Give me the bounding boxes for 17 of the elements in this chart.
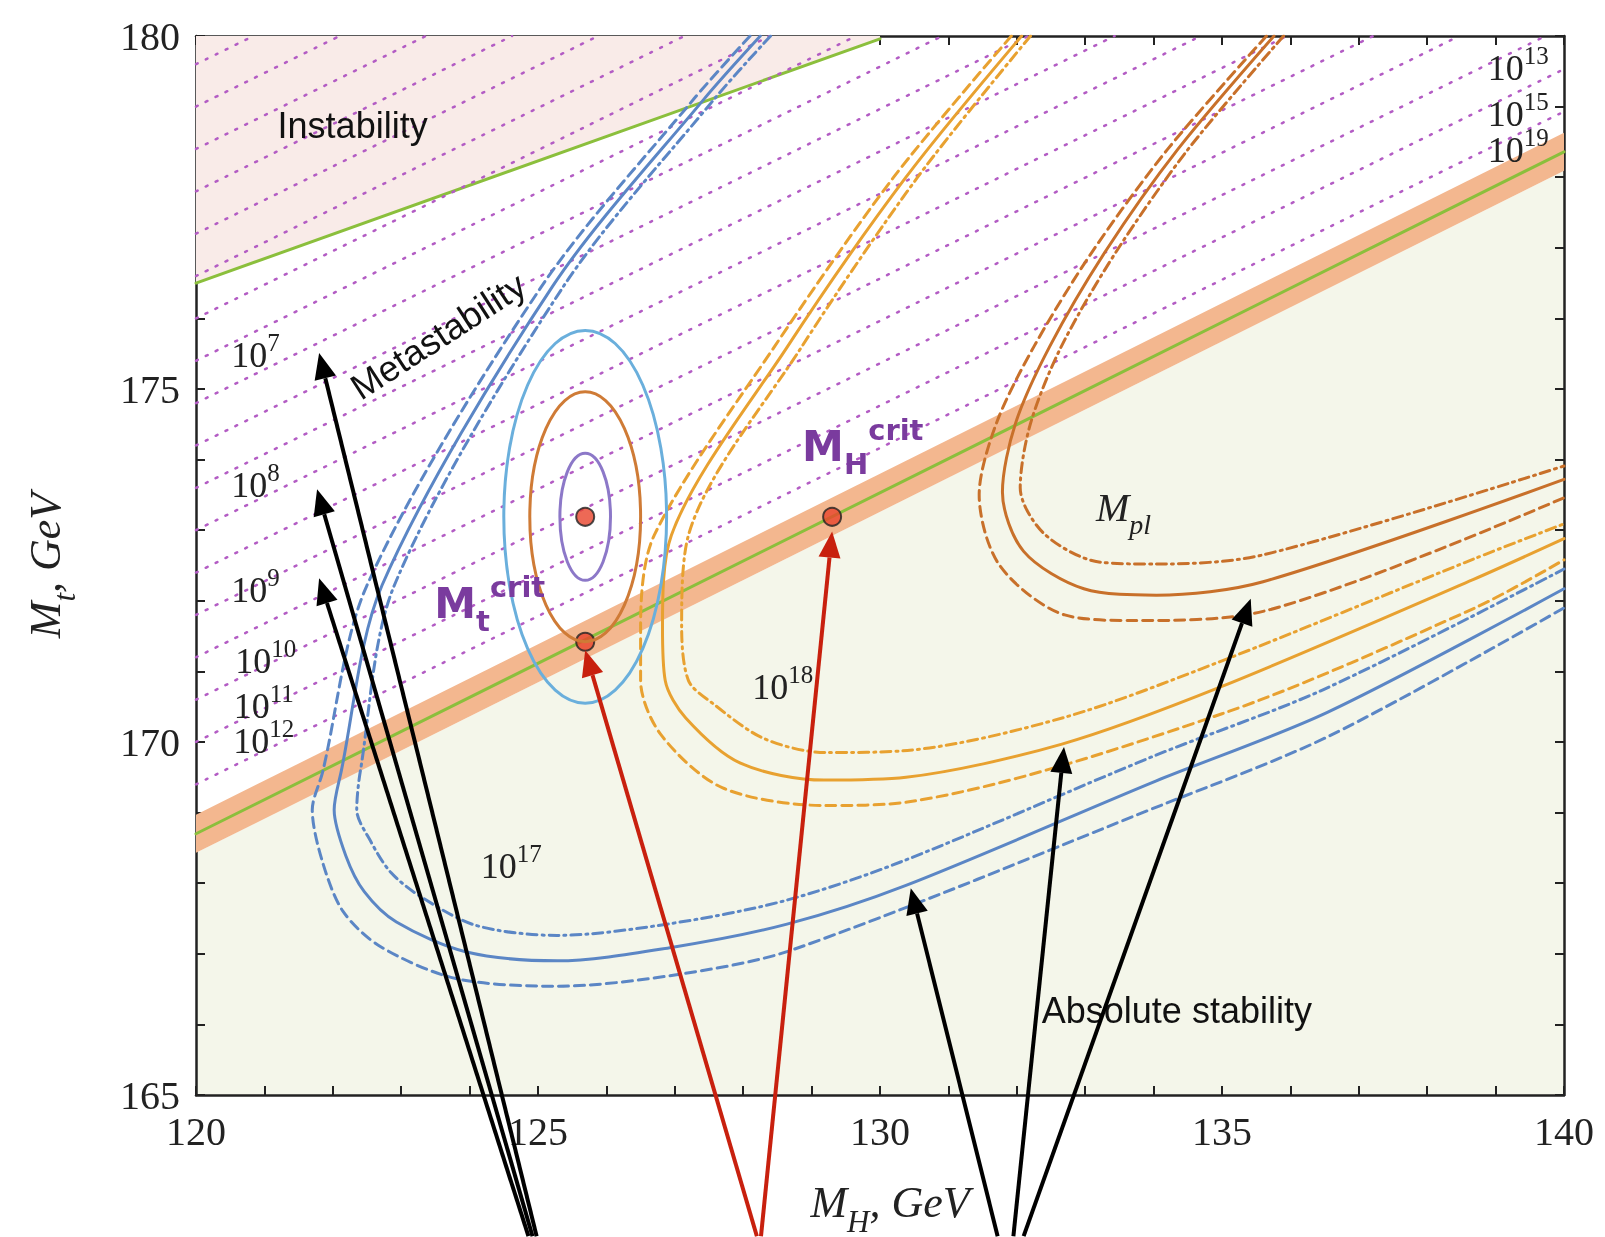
y-tick-label: 175 xyxy=(120,366,180,412)
annotation: 10$^{9}$ xyxy=(231,563,280,611)
x-tick-label: 130 xyxy=(850,1108,910,1154)
annotation: 10$^{7}$ xyxy=(231,328,280,375)
annotation: 10$^{17}$ xyxy=(480,840,542,887)
annotation: 10$^{13}$ xyxy=(1487,42,1549,89)
annotation: M$_{pl}$ xyxy=(1094,485,1152,540)
y-tick-label: 180 xyxy=(120,13,180,59)
annotation: Instability xyxy=(277,104,428,146)
y-tick-label: 170 xyxy=(120,719,180,765)
annotation: 10$^{8}$ xyxy=(231,459,280,506)
annotation: 10$^{18}$ xyxy=(752,661,814,708)
x-axis-title: M$_{H}$, GeV xyxy=(809,1178,975,1237)
x-tick-label: 135 xyxy=(1192,1108,1252,1154)
annotation: 10$^{10}$ xyxy=(235,635,297,682)
x-tick-label: 140 xyxy=(1534,1108,1594,1154)
x-tick-label: 125 xyxy=(508,1108,568,1154)
